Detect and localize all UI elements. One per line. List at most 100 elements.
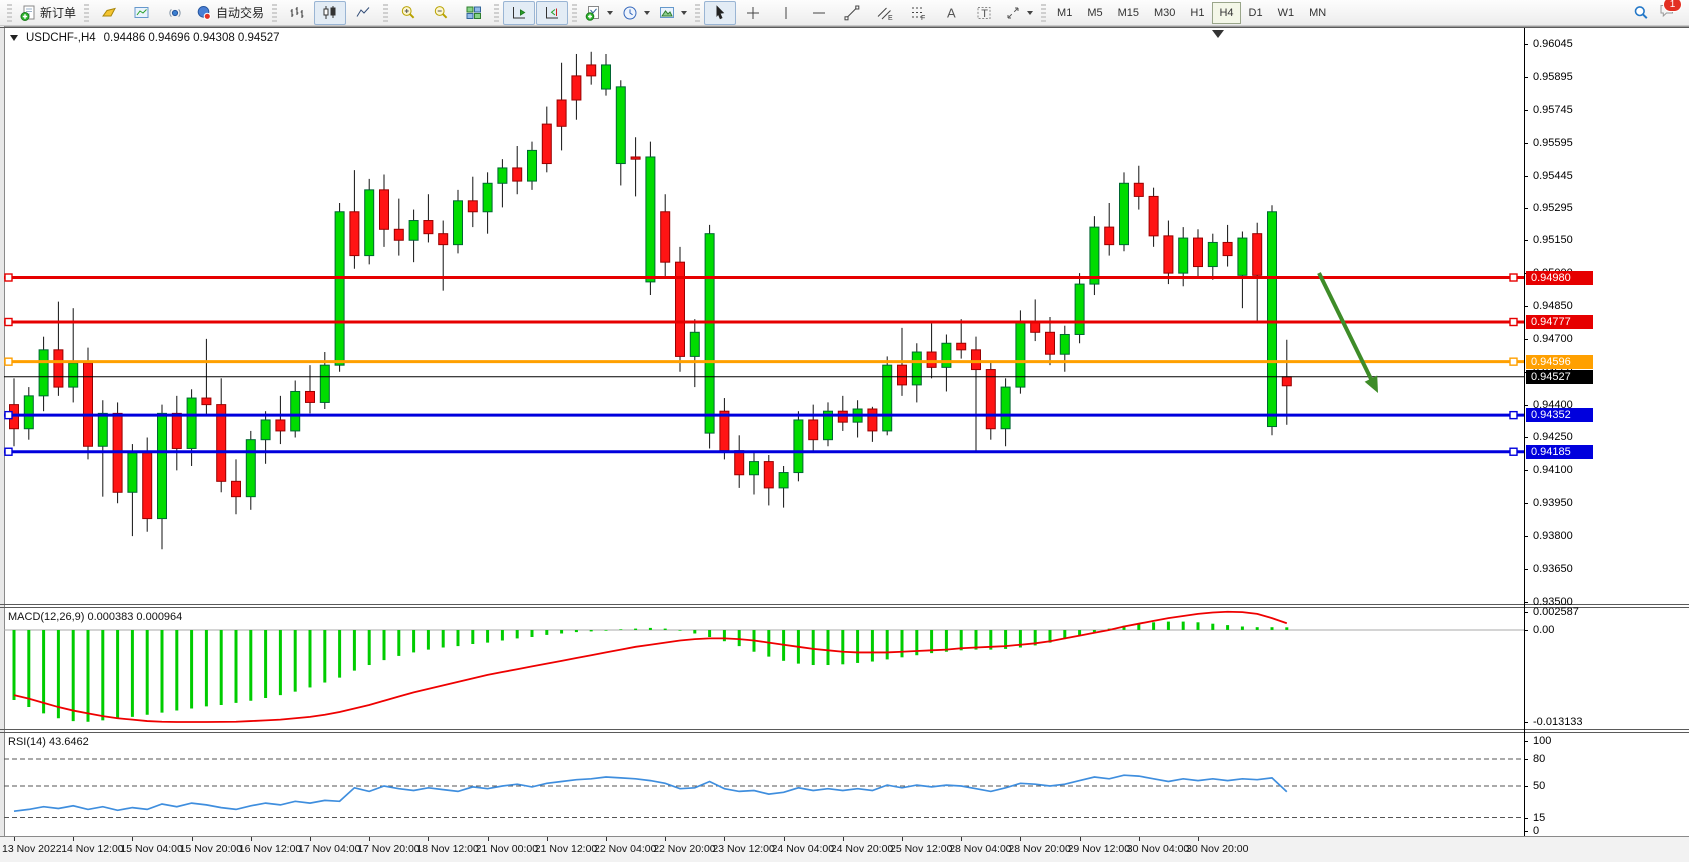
candle xyxy=(586,51,597,85)
time-label: 15 Nov 04:00 xyxy=(120,843,183,855)
horizontal-line-object[interactable] xyxy=(4,447,1524,456)
search-icon[interactable] xyxy=(1633,5,1649,21)
rsi-scale-label: 100 xyxy=(1533,735,1552,747)
pane-border-top xyxy=(0,27,1689,28)
candle xyxy=(275,395,286,445)
new-order-button[interactable]: 新订单 xyxy=(16,1,80,25)
price-tick-label: 0.93650 xyxy=(1533,562,1573,575)
axis-tick xyxy=(1524,611,1528,613)
chart-preview-button[interactable] xyxy=(126,1,158,25)
time-tick xyxy=(783,837,785,841)
down-arrow-annotation[interactable] xyxy=(1317,272,1378,393)
vertical-line-button[interactable] xyxy=(770,1,802,25)
text-label-button[interactable]: T xyxy=(968,1,1000,25)
bar-chart-button[interactable] xyxy=(281,1,313,25)
signals-button[interactable] xyxy=(159,1,191,25)
collapse-triangle-icon[interactable] xyxy=(10,35,18,41)
toolbar-grip xyxy=(1041,3,1047,22)
candle xyxy=(1119,172,1129,252)
macd-signal-line xyxy=(13,610,1288,723)
pane-separator-rsi2[interactable] xyxy=(0,732,1689,733)
new-chart-button[interactable] xyxy=(581,1,617,25)
bar-chart-icon xyxy=(289,5,305,21)
fibonacci-button[interactable]: F xyxy=(902,1,934,25)
horizontal-line-object[interactable] xyxy=(4,317,1524,327)
template-button[interactable] xyxy=(655,1,691,25)
rsi-scale-label: 15 xyxy=(1533,811,1546,824)
candle xyxy=(630,137,641,197)
timeframe-mn-button[interactable]: MN xyxy=(1309,6,1327,19)
chart-title: USDCHF-,H4 0.94486 0.94696 0.94308 0.945… xyxy=(10,32,280,44)
price-tick-label: 0.94700 xyxy=(1533,332,1573,345)
timeframe-m1-button[interactable]: M1 xyxy=(1057,6,1073,19)
time-axis[interactable]: 13 Nov 2022 14 Nov 12:00 15 Nov 04:00 15 No… xyxy=(0,836,1689,862)
time-label: 22 Nov 20:00 xyxy=(653,843,716,855)
time-tick xyxy=(1198,837,1199,841)
candle xyxy=(438,220,449,291)
price-chart-pane[interactable] xyxy=(4,28,1524,605)
timeframe-m30-button[interactable]: M30 xyxy=(1154,6,1176,19)
zoom-in-icon xyxy=(400,5,416,21)
horizontal-line-object[interactable] xyxy=(4,410,1524,420)
timeframe-d1-button[interactable]: D1 xyxy=(1248,6,1263,19)
svg-text:E: E xyxy=(888,15,893,21)
candle xyxy=(749,452,759,495)
toolbar-right: 1 xyxy=(1633,0,1685,23)
axis-tick xyxy=(1524,568,1528,570)
period-clock-button[interactable] xyxy=(618,1,654,25)
horizontal-line-object[interactable] xyxy=(4,357,1524,366)
timeframe-m15-button[interactable]: M15 xyxy=(1117,6,1139,19)
candle xyxy=(926,323,937,379)
tile-windows-button[interactable] xyxy=(458,1,490,25)
horizontal-line-icon xyxy=(811,5,827,21)
timeframe-w1-button[interactable]: W1 xyxy=(1277,6,1295,19)
zoom-out-button[interactable] xyxy=(425,1,457,25)
horizontal-line-button[interactable] xyxy=(803,1,835,25)
gold-button[interactable] xyxy=(93,1,125,25)
candle xyxy=(245,430,256,510)
trendline-button[interactable] xyxy=(836,1,868,25)
time-label: 30 Nov 04:00 xyxy=(1126,843,1190,855)
price-tick-label: 0.95150 xyxy=(1533,234,1573,247)
candle xyxy=(704,224,715,449)
cursor-button[interactable] xyxy=(704,0,737,25)
chevron-down-icon xyxy=(607,10,614,15)
chart-shift-button[interactable] xyxy=(536,0,569,25)
axis-tick xyxy=(1524,741,1528,742)
pane-separator-macd[interactable] xyxy=(0,604,1689,605)
equidistant-channel-icon: E xyxy=(877,5,893,21)
candle xyxy=(645,141,656,296)
autotrading-button[interactable]: 自动交易 xyxy=(192,1,268,25)
notifications-button[interactable]: 1 xyxy=(1659,0,1682,23)
pane-separator-rsi[interactable] xyxy=(0,729,1689,730)
line-chart-button[interactable] xyxy=(347,1,379,25)
chart-shift-marker[interactable] xyxy=(1212,30,1224,38)
price-tick-label: 0.94850 xyxy=(1533,300,1573,312)
equidistant-channel-button[interactable]: E xyxy=(869,1,901,25)
timeframe-h4-button[interactable]: H4 xyxy=(1212,1,1241,24)
vertical-line-icon xyxy=(778,5,794,21)
price-tick-label: 0.93800 xyxy=(1533,530,1573,543)
candlestick-chart-button[interactable] xyxy=(314,0,347,25)
horizontal-line-object[interactable] xyxy=(4,273,1524,282)
candle xyxy=(808,404,819,453)
macd-pane[interactable] xyxy=(4,605,1524,731)
notification-badge: 1 xyxy=(1663,0,1682,12)
timeframe-h1-button[interactable]: H1 xyxy=(1190,6,1205,19)
timeframe-m5-button[interactable]: M5 xyxy=(1087,6,1103,19)
crosshair-button[interactable] xyxy=(737,1,769,25)
candle xyxy=(985,360,996,440)
pane-separator-macd2[interactable] xyxy=(0,607,1689,608)
auto-scroll-button[interactable] xyxy=(503,0,536,25)
symbol-period-label: USDCHF-,H4 xyxy=(26,32,96,44)
arrows-button[interactable] xyxy=(1001,1,1037,25)
rsi-pane[interactable] xyxy=(4,731,1524,837)
chart-window[interactable] xyxy=(0,26,1689,862)
candle xyxy=(216,378,227,493)
main-toolbar: 新订单 自动交易 E F A T M1 M5 M15 M30 H1 H4 D1 W1 MN 1 xyxy=(0,0,1689,26)
text-button[interactable]: A xyxy=(935,1,967,25)
time-tick xyxy=(132,837,134,841)
price-tick-label: 0.94250 xyxy=(1533,431,1573,444)
zoom-in-button[interactable] xyxy=(392,1,424,25)
